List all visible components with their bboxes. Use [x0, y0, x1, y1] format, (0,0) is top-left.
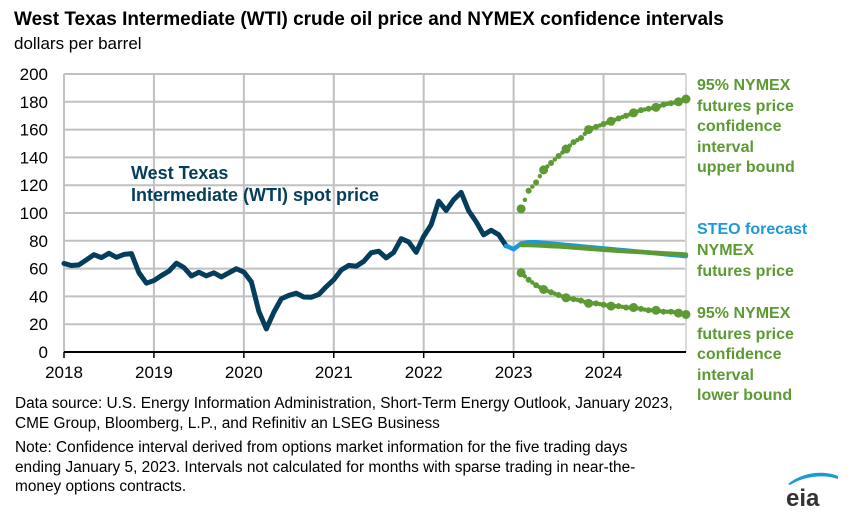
upper-bound-point [645, 105, 652, 112]
wti-annotation: West Texas Intermediate (WTI) spot price [131, 162, 379, 206]
lower-bound-point [667, 308, 674, 315]
wti-spot-price-line [61, 189, 509, 332]
lower-bound-point [681, 309, 691, 319]
upper-bound-line: 95% NYMEX [697, 77, 791, 94]
y-tick-label: 120 [20, 176, 48, 195]
upper-bound-dot [545, 164, 550, 169]
y-tick-label: 80 [29, 232, 48, 251]
y-tick-label: 160 [20, 121, 48, 140]
upper-bound-point [555, 153, 562, 160]
upper-bound-line: upper bound [697, 159, 795, 176]
upper-bound-dot [552, 157, 558, 162]
x-tick-label: 2018 [45, 363, 83, 382]
upper-bound-point [578, 134, 585, 141]
upper-bound-point [638, 107, 645, 114]
x-tick-label: 2020 [225, 363, 263, 382]
upper-bound-point [525, 187, 532, 194]
eia-logo-text: eia [786, 485, 820, 510]
lower-bound-point [645, 307, 652, 314]
x-tick-label: 2022 [405, 363, 443, 382]
upper-bound-dot [537, 173, 543, 179]
lower-bound-point [584, 298, 594, 308]
upper-bound-point [593, 123, 600, 130]
lower-bound-point [548, 289, 555, 296]
upper-bound-line: futures price [697, 97, 794, 115]
upper-bound-point [667, 100, 674, 107]
lower-bound-point [606, 301, 616, 311]
upper-bound-point [615, 115, 622, 122]
y-tick-label: 60 [29, 260, 48, 279]
upper-bound-point [660, 101, 667, 108]
upper-bound-line: interval [697, 138, 754, 156]
y-tick-label: 0 [39, 343, 48, 362]
upper-bound-dot [522, 197, 528, 202]
upper-bound-point [533, 179, 540, 186]
lower-bound-line: 95% NYMEX [697, 305, 791, 322]
chart-title: West Texas Intermediate (WTI) crude oil … [14, 9, 724, 30]
nymex-futures-line: futures price [697, 262, 794, 280]
wti-annotation-line1: West Texas [131, 163, 229, 183]
data-source-line1: Data source: U.S. Energy Information Adm… [15, 395, 673, 412]
lower-bound-point [570, 296, 577, 303]
chart-note: Note: Confidence interval derived from o… [15, 438, 635, 497]
lower-bound-point [593, 300, 600, 307]
upper-bound-dot [567, 143, 573, 148]
series-layer [61, 94, 691, 332]
upper-bound-point [623, 112, 630, 119]
upper-bound-point [600, 121, 607, 128]
data-source-line2: CME Group, Bloomberg, L.P., and Refiniti… [15, 414, 440, 432]
lower-bound-point [600, 301, 607, 308]
lower-bound-point [525, 276, 532, 283]
lower-bound-point [578, 297, 585, 304]
y-tick-label: 140 [20, 148, 48, 167]
x-tick-label: 2024 [585, 363, 623, 382]
upper-bound-point [516, 204, 526, 214]
nymex-futures-price-line [518, 242, 689, 257]
lower-bound-line: confidence [697, 346, 782, 363]
upper-bound-point [681, 94, 691, 104]
eia-logo: eia [786, 472, 838, 510]
lower-bound-line: lower bound [697, 387, 793, 404]
lower-bound-point [660, 308, 667, 315]
upper-bound-annotation: 95% NYMEX futures price confidence inter… [697, 76, 795, 179]
y-tick-label: 20 [29, 315, 48, 334]
lower-bound-point [623, 304, 630, 311]
lower-bound-dot [530, 280, 535, 285]
y-tick-label: 100 [20, 204, 48, 223]
eia-logo-swoosh [788, 472, 838, 485]
lower-bound-point [555, 292, 562, 299]
y-tick-label: 180 [20, 93, 48, 112]
lower-bound-line: interval [697, 366, 754, 384]
upper-bound-line: confidence [697, 118, 782, 135]
y-axis-tick-labels: 0 20 40 60 80 100 120 140 160 180 200 [20, 65, 48, 362]
note-line3: money options contracts. [15, 478, 187, 495]
upper-bound-dot [530, 184, 535, 189]
nymex-futures-annotation: NYMEX futures price [697, 241, 794, 282]
wti-annotation-line2: Intermediate (WTI) spot price [131, 185, 380, 205]
note-line1: Note: Confidence interval derived from o… [15, 439, 628, 456]
lower-bound-annotation: 95% NYMEX futures price confidence inter… [697, 304, 794, 407]
y-tick-label: 200 [20, 65, 48, 84]
gridlines [63, 73, 687, 352]
x-tick-label: 2021 [315, 363, 353, 382]
note-line2: ending January 5, 2023. Intervals not ca… [15, 458, 636, 476]
upper-bound-point [570, 139, 577, 146]
lower-bound-point [615, 303, 622, 310]
x-tick-label: 2023 [495, 363, 533, 382]
x-tick-label: 2019 [135, 363, 173, 382]
steo-forecast-annotation: STEO forecast [697, 221, 808, 238]
lower-bound-line: futures price [697, 325, 794, 343]
lower-bound-point [533, 282, 540, 289]
lower-bound-dot [522, 274, 528, 279]
y-tick-label: 40 [29, 287, 48, 306]
chart-subtitle: dollars per barrel [14, 34, 142, 53]
upper-bound-point [548, 159, 555, 166]
nymex-futures-line: NYMEX [697, 242, 754, 259]
x-axis: 2018 2019 2020 2021 2022 2023 2024 [45, 351, 686, 382]
data-source: Data source: U.S. Energy Information Adm… [15, 394, 673, 433]
lower-bound-point [638, 305, 645, 312]
